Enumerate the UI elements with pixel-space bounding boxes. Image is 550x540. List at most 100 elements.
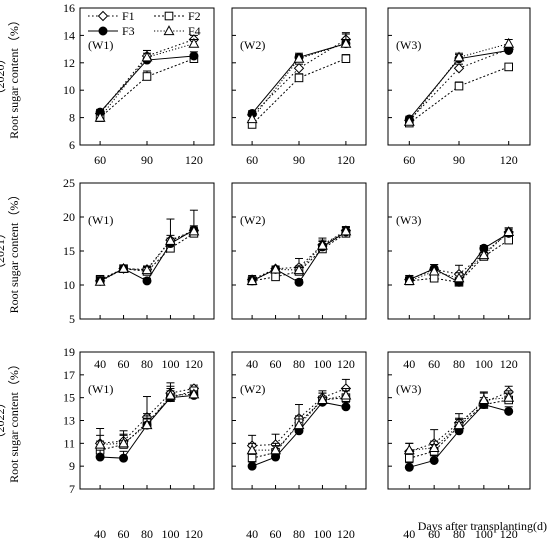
point-F4 <box>503 391 515 402</box>
x-tick-label: 60 <box>270 357 282 371</box>
legend-marker-F1 <box>97 10 109 22</box>
panel-label: (W2) <box>240 382 265 396</box>
panel-frame <box>231 182 367 320</box>
point-F4 <box>165 234 176 245</box>
point-F4 <box>403 444 415 455</box>
panel-label: (W1) <box>88 213 113 227</box>
point-F3 <box>142 276 152 286</box>
panel-1-2: 40 60 80 100 120 (W3) <box>387 182 531 371</box>
panel-2-1: 40 60 80 100 120 (W2) <box>231 351 367 540</box>
x-tick-label: 120 <box>185 153 203 167</box>
point-F4 <box>403 275 415 286</box>
point-F4 <box>293 264 305 275</box>
x-tick-label: 60 <box>428 527 440 540</box>
point-F4 <box>246 113 258 124</box>
point-F2 <box>271 272 280 282</box>
series-line-F2 <box>409 66 509 124</box>
point-F4 <box>118 437 129 448</box>
y-tick-label: 16 <box>63 1 75 15</box>
y-tick-label: 6 <box>69 138 75 152</box>
x-tick-label: 40 <box>246 357 258 371</box>
point-F4 <box>428 442 440 452</box>
panel-label: (W2) <box>240 213 265 227</box>
legend-marker-F4 <box>163 25 175 36</box>
y-axis-label: Root sugar content（%） <box>7 14 21 139</box>
x-tick-label: 100 <box>475 357 493 371</box>
panel-label: (W3) <box>396 38 421 52</box>
panel-2-2: 40 60 80 100 120 (W3) <box>387 351 531 540</box>
point-F4 <box>453 51 465 62</box>
point-F3 <box>95 452 105 462</box>
x-tick-label: 120 <box>337 357 355 371</box>
legend: F1 F2 F3 F4 <box>88 9 201 38</box>
x-tick-label: 120 <box>500 153 518 167</box>
point-F4 <box>317 239 328 250</box>
x-tick-label: 80 <box>293 357 305 371</box>
x-tick-label: 80 <box>141 527 153 540</box>
point-F3 <box>247 461 257 471</box>
point-F2 <box>454 81 464 91</box>
point-F4 <box>94 111 106 122</box>
x-tick-label: 40 <box>403 527 415 540</box>
point-F3 <box>504 406 514 416</box>
panel-label: (W3) <box>396 213 421 227</box>
point-F4 <box>188 388 200 399</box>
x-tick-label: 120 <box>500 357 518 371</box>
point-F4 <box>188 37 200 48</box>
y-tick-label: 14 <box>63 28 75 42</box>
point-F4 <box>188 225 200 236</box>
y-tick-label: 15 <box>63 244 75 258</box>
y-tick-label: 25 <box>63 176 75 190</box>
x-tick-label: 80 <box>453 357 465 371</box>
panel-1-1: 40 60 80 100 120 (W2) <box>231 182 367 371</box>
x-tick-label: 100 <box>313 357 331 371</box>
x-tick-label: 40 <box>94 357 106 371</box>
point-F4 <box>478 394 490 405</box>
y-tick-label: 11 <box>63 436 75 450</box>
point-F4 <box>246 444 258 455</box>
point-F4 <box>403 115 415 126</box>
x-tick-label: 80 <box>293 527 305 540</box>
y-tick-label: 19 <box>63 345 75 359</box>
panel-1-0: 5 10 15 20 25 40 60 80 100 120 (W1) <box>63 176 215 371</box>
y-tick-label: 13 <box>63 414 75 428</box>
x-tick-label: 60 <box>246 153 258 167</box>
point-F4 <box>118 262 129 273</box>
x-axis-label: Days after transplanting(d) <box>418 519 547 533</box>
panel-0-1: 60 90 120 (W2) <box>231 7 367 167</box>
point-F4 <box>340 37 352 48</box>
point-F4 <box>94 438 106 449</box>
series-line-F4 <box>99 43 195 118</box>
x-tick-label: 120 <box>185 357 203 371</box>
point-F2 <box>142 72 152 81</box>
point-F4 <box>340 389 352 400</box>
point-F3 <box>429 455 439 465</box>
legend-label-F1: F1 <box>122 9 135 23</box>
point-F4 <box>428 265 440 276</box>
panel-0-2: 60 90 120 (W3) <box>387 7 531 167</box>
point-F1 <box>453 63 465 74</box>
panel-frame <box>387 182 531 320</box>
legend-marker-F3 <box>98 26 108 36</box>
point-F4 <box>453 272 465 283</box>
point-F4 <box>478 249 490 260</box>
point-F3 <box>341 402 351 412</box>
point-F4 <box>453 419 465 430</box>
x-tick-label: 90 <box>453 153 465 167</box>
series-line-F4 <box>408 43 509 123</box>
point-F2 <box>504 62 513 72</box>
point-F2 <box>341 54 351 63</box>
x-tick-label: 100 <box>475 527 493 540</box>
x-tick-label: 80 <box>453 527 465 540</box>
point-F2 <box>429 273 439 283</box>
panel-2-0: 7 9 11 13 15 17 19 40 60 80 100 120 (W1) <box>63 345 215 540</box>
point-F4 <box>246 275 258 286</box>
point-F4 <box>317 394 328 405</box>
point-F4 <box>293 419 305 430</box>
panel-label: (W3) <box>396 382 421 396</box>
legend-label-F2: F2 <box>188 9 201 23</box>
panel-label: (W2) <box>240 38 265 52</box>
x-tick-label: 60 <box>118 527 130 540</box>
x-tick-label: 90 <box>141 153 153 167</box>
series-line-F4 <box>251 43 347 120</box>
